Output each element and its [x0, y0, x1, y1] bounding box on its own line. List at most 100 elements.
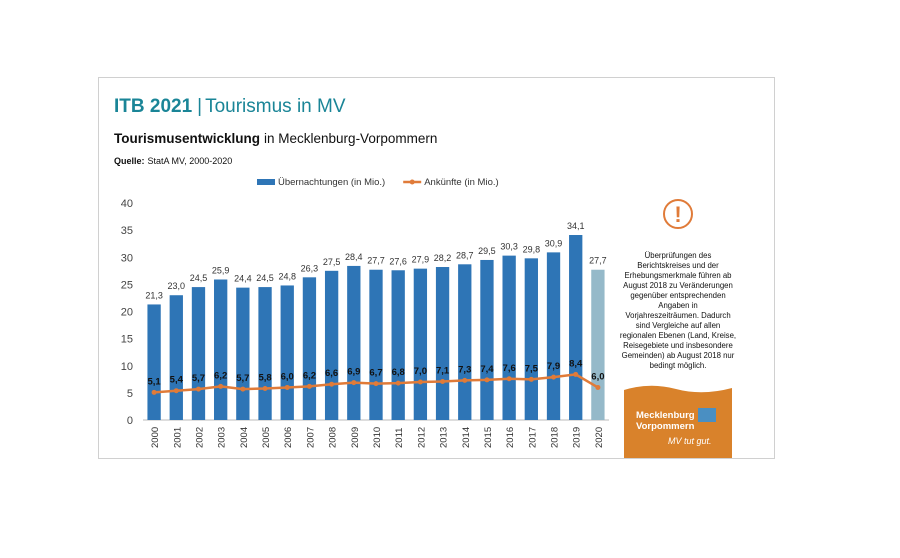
x-tick-label: 2015 — [483, 427, 494, 448]
x-tick-label: 2013 — [439, 427, 450, 448]
legend-label: Übernachtungen (in Mio.) — [278, 177, 385, 188]
bar — [435, 267, 450, 420]
line-value-label: 7,5 — [525, 363, 539, 374]
note-icon-circle — [663, 199, 693, 229]
x-tick-label: 2003 — [217, 427, 228, 448]
line-point — [573, 371, 579, 377]
line-value-label: 6,0 — [281, 371, 294, 382]
line-point — [218, 383, 224, 389]
y-tick-label: 10 — [121, 361, 133, 373]
bar — [524, 258, 538, 420]
x-tick-label: 2014 — [461, 427, 472, 448]
bar — [324, 270, 339, 420]
bar — [413, 268, 428, 420]
y-tick-label: 5 — [127, 388, 133, 400]
line-value-label: 5,1 — [147, 376, 161, 387]
line-value-label: 6,2 — [303, 370, 316, 381]
line-point — [462, 377, 468, 383]
line-point — [351, 380, 357, 386]
bar-value-label: 30,3 — [500, 242, 518, 252]
line-value-label: 6,7 — [369, 368, 382, 379]
note-line: regionalen Ebenen (Land, Kreise, — [620, 331, 736, 340]
title-text: Tourismus in MV — [205, 96, 346, 117]
note-line: gegenüber entsprechenden — [630, 291, 725, 300]
subtitle-text: in Mecklenburg-Vorpommern — [264, 131, 437, 146]
bar — [258, 287, 272, 420]
bar — [569, 235, 583, 420]
line-value-label: 7,4 — [480, 364, 494, 375]
x-tick-label: 2004 — [239, 427, 250, 448]
line-point — [329, 381, 335, 387]
bar-value-label: 30,9 — [545, 238, 563, 248]
logo-slogan: MV tut gut. — [668, 436, 712, 446]
note-line: Vorjahreszeiträumen. Dadurch — [625, 311, 730, 320]
title-bold: ITB 2021 — [114, 96, 193, 117]
title-separator: | — [197, 96, 202, 117]
y-tick-label: 25 — [121, 279, 133, 291]
bar-value-label: 34,1 — [567, 221, 585, 231]
line-point — [484, 377, 490, 383]
line-value-label: 6,6 — [325, 368, 338, 379]
x-tick-label: 2018 — [550, 427, 561, 448]
line-point — [373, 381, 379, 387]
x-tick-label: 2007 — [305, 427, 316, 448]
x-tick-label: 2020 — [594, 427, 605, 448]
line-value-label: 5,4 — [170, 375, 184, 386]
line-point — [417, 379, 423, 385]
legend-swatch — [257, 179, 275, 185]
x-tick-label: 2000 — [150, 427, 161, 448]
line-point — [173, 388, 179, 394]
bar-value-label: 23,0 — [168, 281, 186, 291]
bar — [591, 269, 605, 420]
x-tick-label: 2009 — [350, 427, 361, 448]
note-line: Reisegebiete und insbesondere — [623, 341, 733, 350]
x-tick-label: 2008 — [328, 427, 339, 448]
note-line: Überprüfungen des — [645, 251, 712, 260]
bar-value-label: 27,7 — [367, 256, 385, 266]
line-value-label: 5,7 — [236, 373, 249, 384]
bar-value-label: 24,4 — [234, 274, 252, 284]
bar-value-label: 24,5 — [190, 273, 208, 283]
legend-label: Ankünfte (in Mio.) — [424, 177, 498, 188]
y-tick-label: 0 — [127, 415, 133, 427]
bar — [347, 265, 361, 420]
y-tick-label: 20 — [121, 307, 133, 319]
y-tick-label: 15 — [121, 334, 133, 346]
note-line: Erhebungsmerkmale führen ab — [624, 271, 732, 280]
bar-value-label: 26,3 — [301, 263, 319, 273]
bar-value-label: 27,9 — [412, 255, 430, 265]
x-tick-label: 2001 — [172, 427, 183, 448]
line-point — [306, 383, 312, 389]
line-value-label: 7,3 — [458, 364, 471, 375]
y-tick-label: 30 — [121, 252, 133, 264]
x-tick-label: 2010 — [372, 427, 383, 448]
x-tick-label: 2002 — [194, 427, 205, 448]
bar — [280, 285, 294, 420]
legend-dot — [409, 179, 415, 185]
source: Quelle: StatA MV, 2000-2020 — [114, 156, 232, 166]
line-point — [440, 378, 446, 384]
line-value-label: 6,9 — [347, 367, 360, 378]
line-point — [151, 389, 157, 395]
line-value-label: 7,0 — [414, 366, 427, 377]
bar — [369, 269, 383, 420]
bar-value-label: 27,7 — [589, 256, 607, 266]
line-point — [240, 386, 246, 392]
bar-value-label: 24,8 — [278, 271, 296, 281]
bar-value-label: 24,5 — [256, 273, 274, 283]
line-value-label: 6,2 — [214, 370, 227, 381]
x-tick-label: 2019 — [572, 427, 583, 448]
bar-value-label: 27,6 — [389, 256, 407, 266]
bar-value-label: 29,8 — [523, 244, 541, 254]
x-tick-label: 2012 — [416, 427, 427, 448]
line-value-label: 5,7 — [192, 373, 205, 384]
bar — [236, 287, 250, 420]
note-line: Angaben in — [658, 301, 697, 310]
note-line: sind Vergleiche auf allen — [636, 321, 721, 330]
bar-value-label: 21,3 — [145, 290, 163, 300]
bar — [458, 264, 472, 420]
bar — [480, 259, 494, 420]
x-tick-label: 2016 — [505, 427, 516, 448]
note-line: Berichtskreises und der — [637, 261, 719, 270]
